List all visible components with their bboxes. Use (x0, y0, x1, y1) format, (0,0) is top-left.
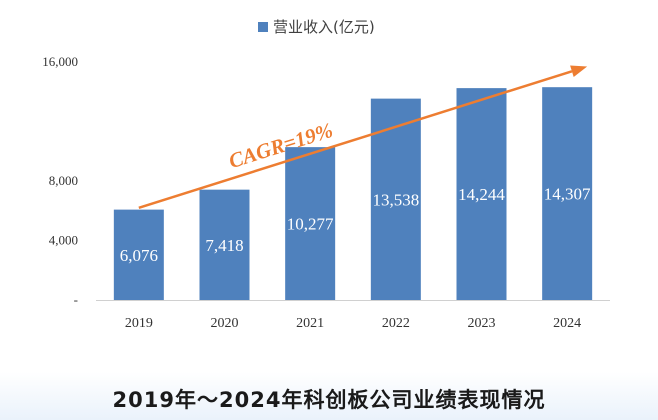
y-tick-label: 8,000 (49, 173, 78, 188)
bar-value-label: 6,076 (120, 246, 158, 265)
y-axis: - 4,000 8,000 16,000 (42, 54, 78, 307)
cagr-annotation: CAGR=19% (138, 65, 588, 209)
y-tick-label: 4,000 (49, 233, 78, 248)
bar-value-label: 7,418 (205, 236, 243, 255)
bar-value-label: 10,277 (287, 215, 334, 234)
cagr-arrow-head (570, 65, 588, 77)
caption-band (0, 372, 658, 420)
x-tick-label: 2023 (468, 316, 496, 331)
chart-caption: 2019年～2024年科创板公司业绩表现情况 (112, 388, 546, 412)
bar-labels: 6,076 7,418 10,277 13,538 14,244 14,307 (120, 185, 591, 265)
legend-label: 营业收入(亿元) (273, 18, 375, 36)
cagr-arrow (138, 70, 573, 209)
legend-swatch (258, 22, 268, 32)
bar-value-label: 14,307 (544, 185, 591, 204)
x-tick-label: 2024 (553, 316, 581, 331)
bar-2024 (542, 87, 593, 300)
revenue-bar-chart: 营业收入(亿元) - 4,000 8,000 16,000 6,076 7,418 10,… (42, 18, 610, 331)
y-tick-label: 16,000 (42, 54, 78, 69)
y-tick-label: - (74, 292, 78, 307)
bar-value-label: 13,538 (372, 190, 419, 209)
x-tick-label: 2019 (125, 316, 153, 331)
bar-2019 (113, 209, 164, 300)
x-axis: 2019 2020 2021 2022 2023 2024 (96, 300, 610, 331)
bar-2023 (456, 88, 507, 300)
bar-2021 (285, 147, 336, 300)
x-tick-label: 2020 (211, 316, 239, 331)
bars (113, 87, 593, 300)
legend: 营业收入(亿元) (258, 18, 375, 36)
x-tick-label: 2021 (296, 316, 324, 331)
bar-2020 (199, 189, 250, 300)
bar-value-label: 14,244 (458, 185, 505, 204)
x-tick-label: 2022 (382, 316, 410, 331)
